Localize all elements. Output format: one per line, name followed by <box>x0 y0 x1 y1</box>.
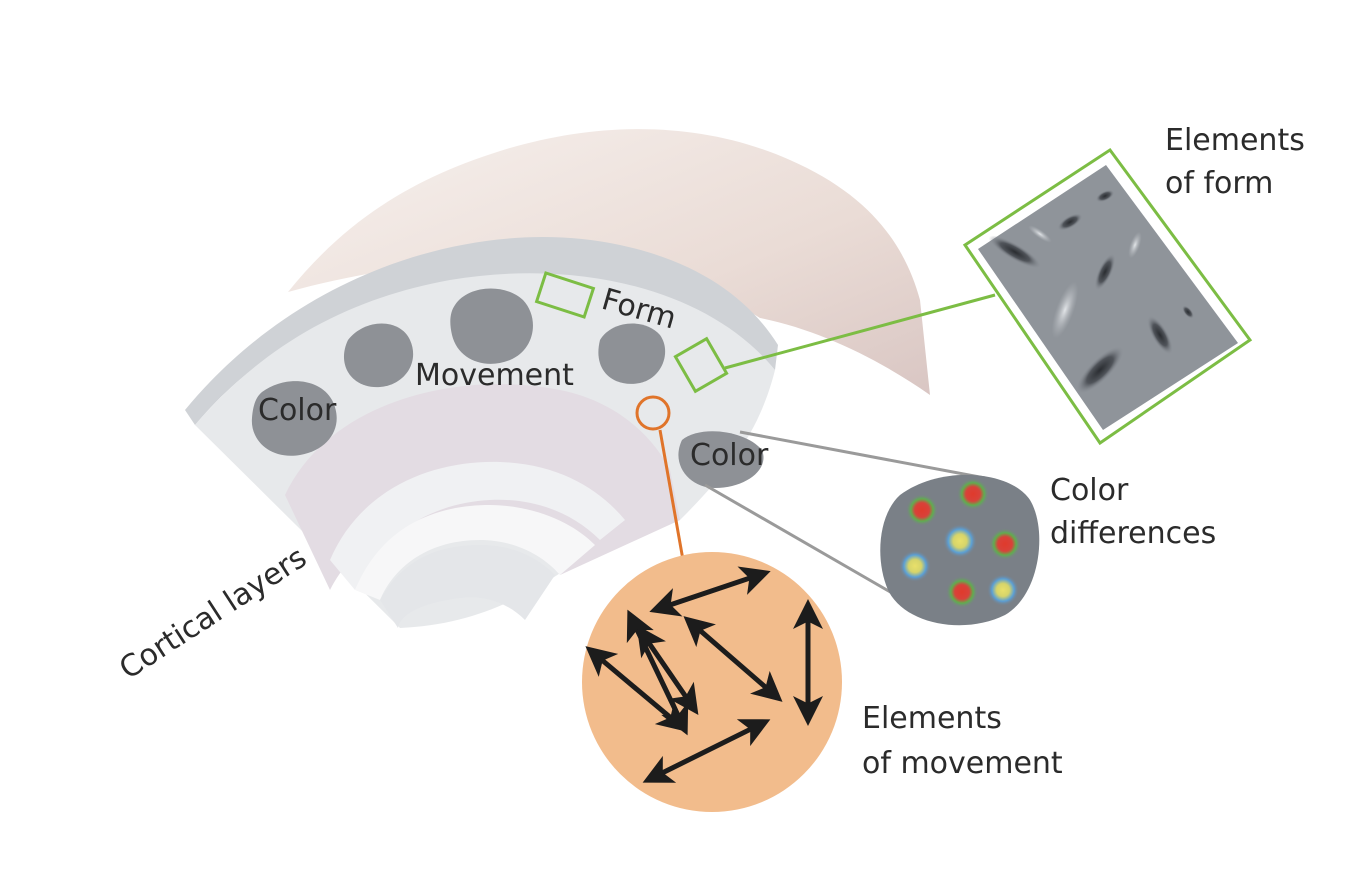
color-differences-panel <box>880 474 1040 626</box>
inner-layer-2 <box>355 505 595 600</box>
form-marker-1 <box>534 271 596 319</box>
color-blob-right <box>678 431 764 488</box>
inner-layer-3 <box>380 545 555 628</box>
movement-connector <box>658 429 685 561</box>
color-differences-label: Color differences <box>1050 473 1216 551</box>
cortex-edge-band <box>185 237 778 425</box>
inner-layer-1 <box>330 461 625 590</box>
color-connector-bottom <box>704 483 926 614</box>
elements-of-form-panel <box>962 147 1253 446</box>
form-connector <box>724 293 996 370</box>
elements-of-form-label: Elements of form <box>1165 123 1314 201</box>
elements-of-movement-label: Elements of movement <box>862 701 1063 781</box>
movement-marker <box>635 395 671 431</box>
color-label-left: Color <box>258 393 337 428</box>
movement-blob-2 <box>450 288 533 364</box>
movement-label: Movement <box>415 358 574 393</box>
color-label-right: Color <box>690 438 769 473</box>
movement-blob-3 <box>598 323 666 384</box>
elements-of-movement-panel <box>582 552 842 812</box>
color-connector-top <box>739 430 986 480</box>
cortical-layers-label: Cortical layers <box>113 540 313 687</box>
movement-blob-1 <box>343 323 414 388</box>
color-blob-left <box>251 381 337 456</box>
form-marker-2 <box>673 336 729 394</box>
